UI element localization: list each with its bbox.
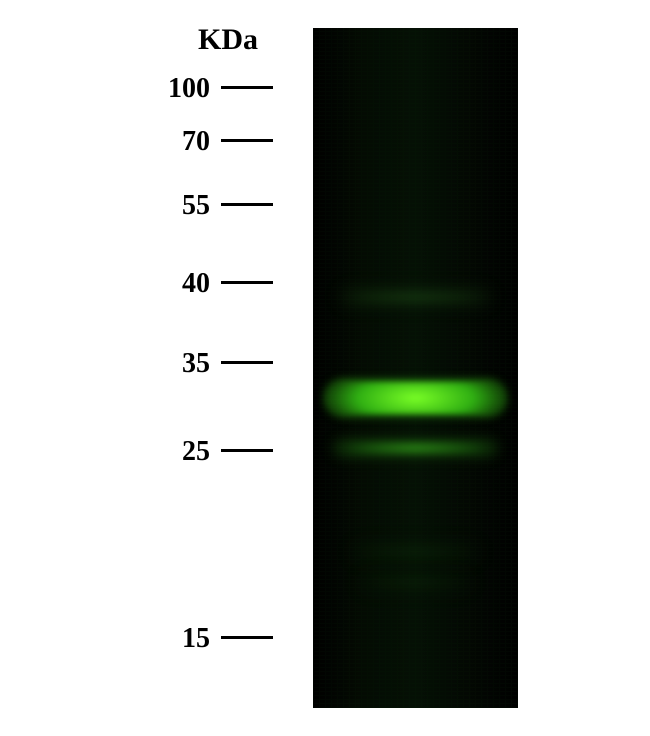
mw-label-40: 40: [130, 268, 210, 300]
mw-label-25: 25: [130, 436, 210, 468]
mw-tick-55: [221, 203, 273, 206]
main-band-30: [327, 382, 504, 414]
secondary-band-25: [335, 442, 496, 454]
faint-band-18b: [361, 577, 470, 587]
mw-tick-25: [221, 449, 273, 452]
mw-label-70: 70: [130, 126, 210, 158]
mw-tick-35: [221, 361, 273, 364]
western-blot-figure: KDa A 100705540352515: [0, 0, 650, 736]
faint-band-40: [341, 291, 490, 303]
mw-tick-40: [221, 281, 273, 284]
mw-label-55: 55: [130, 190, 210, 222]
mw-tick-100: [221, 86, 273, 89]
faint-band-18a: [353, 547, 478, 557]
mw-tick-70: [221, 139, 273, 142]
mw-label-100: 100: [130, 73, 210, 105]
mw-label-35: 35: [130, 348, 210, 380]
blot-lane-a: [313, 28, 518, 708]
mw-tick-15: [221, 636, 273, 639]
unit-label-kda: KDa: [198, 23, 258, 57]
mw-label-15: 15: [130, 623, 210, 655]
lane-noise-overlay: [313, 28, 518, 708]
